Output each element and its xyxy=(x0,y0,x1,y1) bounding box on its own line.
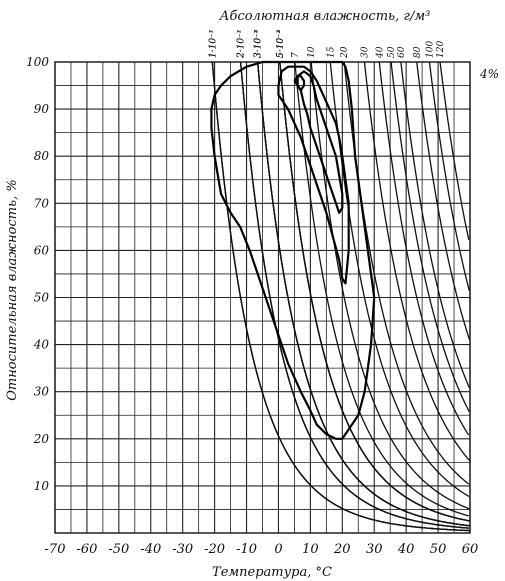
absolute-humidity-curve xyxy=(378,61,470,436)
top-tick-label: 2·10⁻² xyxy=(237,29,247,59)
absolute-humidity-curve xyxy=(239,61,469,529)
top-tick-label: 1·10⁻¹ xyxy=(208,30,218,58)
x-tick-label: -30 xyxy=(172,542,193,557)
x-tick-label: -50 xyxy=(108,542,129,557)
x-tick-label: 10 xyxy=(302,542,319,557)
x-tick-label: -60 xyxy=(76,542,97,557)
y-tick-label: 100 xyxy=(26,55,49,69)
contour-line-4 xyxy=(293,75,306,92)
top-tick-label: 7 xyxy=(291,52,301,58)
absolute-humidity-curve xyxy=(294,61,469,517)
x-tick-label: 20 xyxy=(333,542,351,557)
absolute-humidity-curve xyxy=(239,61,469,529)
y-tick-label: 10 xyxy=(34,479,50,493)
absolute-humidity-curve xyxy=(428,61,470,292)
top-tick-label: 80 xyxy=(413,46,423,58)
top-tick-label: 1 xyxy=(208,52,218,58)
top-tick-label: 5 xyxy=(276,52,286,58)
top-tick-label: 120 xyxy=(436,41,446,58)
x-tick-label: -40 xyxy=(140,542,161,557)
top-tick-label: 20 xyxy=(340,46,350,59)
top-tick-label: 40 xyxy=(375,46,385,59)
absolute-humidity-curve xyxy=(390,61,470,413)
top-tick-label: 2·10⁻¹ xyxy=(237,30,247,59)
top-tick-label: 3 xyxy=(254,52,264,58)
x-tick-label: -20 xyxy=(204,542,225,557)
absolute-humidity-curve xyxy=(310,61,470,510)
y-tick-label: 50 xyxy=(34,291,50,305)
y-tick-label: 60 xyxy=(34,243,50,257)
top-tick-label: 15 xyxy=(326,46,336,58)
x-tick-label: 30 xyxy=(366,542,383,557)
grid xyxy=(54,61,471,534)
contour-line-2 xyxy=(277,65,350,285)
absolute-humidity-curve xyxy=(439,61,470,240)
absolute-humidity-curve xyxy=(239,61,469,529)
top-tick-label: 3·10⁻³ xyxy=(254,29,264,58)
x-tick-label: -10 xyxy=(236,542,257,557)
x-tick-label: 50 xyxy=(430,542,447,557)
absolute-humidity-curve xyxy=(329,61,470,498)
top-tick-label: 10 xyxy=(307,46,317,58)
top-tick-label: 5·10⁻³ xyxy=(276,29,286,58)
absolute-humidity-curve xyxy=(416,61,471,340)
x-tick-label: -70 xyxy=(45,542,66,557)
top-axis-title: Абсолютная влажность, г/м³ xyxy=(219,9,431,24)
x-tick-label: 0 xyxy=(274,542,282,557)
absolute-humidity-curve xyxy=(256,61,471,527)
y-tick-label: 80 xyxy=(34,149,50,163)
top-tick-label: 60 xyxy=(397,46,407,58)
y-tick-label: 40 xyxy=(33,338,50,352)
y-tick-label: 90 xyxy=(34,102,50,116)
absolute-humidity-curve xyxy=(211,61,470,532)
top-tick-label: 1·10⁻² xyxy=(208,29,218,58)
top-tick-label: 30 xyxy=(360,46,370,58)
top-tick-label: 3·10⁻¹ xyxy=(254,30,264,58)
absolute-humidity-curve xyxy=(363,61,471,462)
x-axis-ticks: -70 -60 -50 -40 -30 -20 -10 0 10 20 30 40 50 60 xyxy=(45,542,479,557)
x-tick-label: 40 xyxy=(397,542,415,557)
top-tick-label: 3·10⁻² xyxy=(254,29,264,58)
absolute-humidity-curve xyxy=(400,61,471,389)
y-tick-label: 30 xyxy=(34,385,50,399)
top-tick-label: 50 xyxy=(387,46,397,58)
x-axis-title: Температура, °C xyxy=(212,565,332,580)
top-tick-label: 2 xyxy=(237,52,247,59)
top-tick-label: 5·10⁻² xyxy=(276,29,286,58)
x-tick-label: 60 xyxy=(462,542,479,557)
top-tick-label: 100 xyxy=(425,41,435,58)
plot-frame xyxy=(54,61,471,534)
y-axis-ticks: 10 20 30 40 50 60 70 80 90 100 xyxy=(26,55,49,493)
y-tick-label: 70 xyxy=(34,196,50,210)
corner-label: 4% xyxy=(479,67,499,81)
absolute-humidity-curve xyxy=(279,61,470,522)
y-axis-title: Относительная влажность, % xyxy=(5,179,20,401)
top-tick-label: 5·10⁻¹ xyxy=(276,30,286,58)
top-axis-ticks: 3·10⁻³ 5·10⁻³ 1·10⁻² 2·10⁻² 3·10⁻² 5·10⁻² 1·10… xyxy=(208,29,446,59)
contour-line-3 xyxy=(296,70,344,214)
y-tick-label: 20 xyxy=(33,432,50,446)
absolute-humidity-curves xyxy=(211,61,471,532)
